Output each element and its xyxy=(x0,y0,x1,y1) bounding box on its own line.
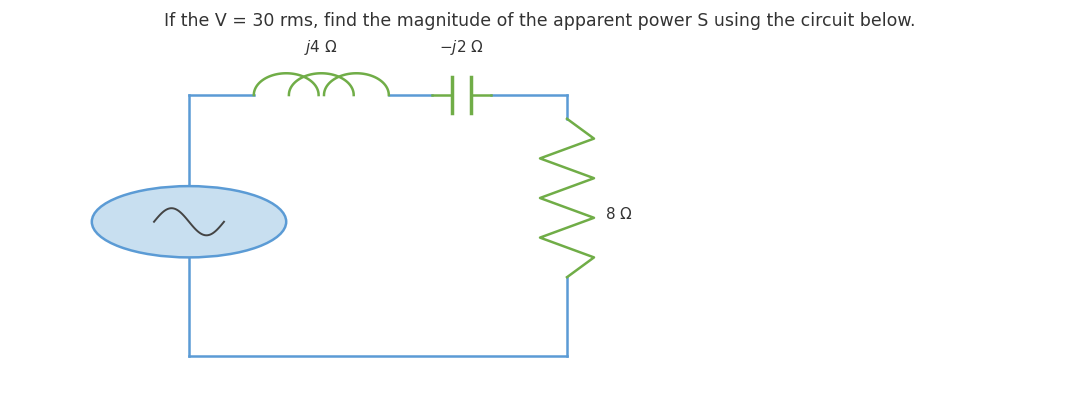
Text: $j4\ \Omega$: $j4\ \Omega$ xyxy=(305,38,338,57)
Text: $8\ \Omega$: $8\ \Omega$ xyxy=(605,206,633,222)
Text: If the V = 30 rms, find the magnitude of the apparent power S using the circuit : If the V = 30 rms, find the magnitude of… xyxy=(164,12,916,30)
Text: $\mathbf{V}_{\mathbf{rms}}$: $\mathbf{V}_{\mathbf{rms}}$ xyxy=(139,194,178,214)
Circle shape xyxy=(92,186,286,257)
Text: $-j2\ \Omega$: $-j2\ \Omega$ xyxy=(440,38,484,57)
